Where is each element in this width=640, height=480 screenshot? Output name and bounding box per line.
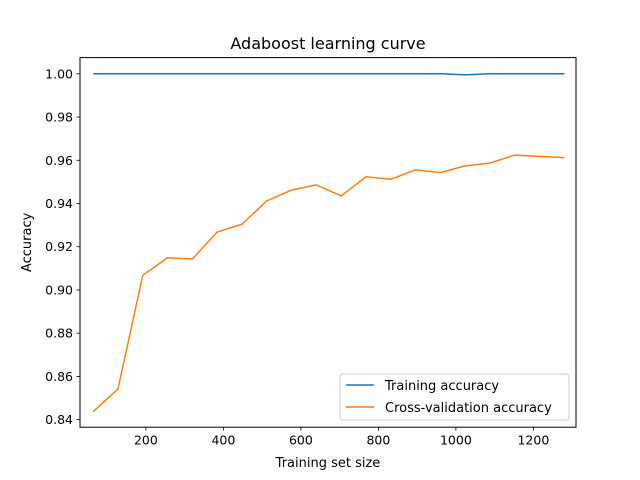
y-tick-label: 0.88 bbox=[45, 326, 73, 341]
x-tick-label: 1000 bbox=[440, 433, 472, 448]
y-tick-label: 0.98 bbox=[45, 110, 73, 125]
legend: Training accuracy Cross-validation accur… bbox=[339, 373, 570, 421]
y-tick-label: 0.90 bbox=[45, 282, 73, 297]
x-tick-label: 400 bbox=[211, 433, 235, 448]
y-tick-label: 0.94 bbox=[45, 196, 73, 211]
y-axis-label: Accuracy bbox=[20, 212, 35, 272]
y-tick-label: 0.86 bbox=[45, 369, 73, 384]
plot-area: 200 400 600 800 1000 1200 0.84 0.86 0.88 0.90 0.92… bbox=[45, 66, 565, 448]
x-tick-label: 1200 bbox=[517, 433, 549, 448]
chart-title: Adaboost learning curve bbox=[230, 34, 425, 53]
y-tick-label: 0.96 bbox=[45, 153, 73, 168]
legend-box bbox=[339, 373, 570, 421]
x-axis-label: Training set size bbox=[275, 456, 381, 471]
x-tick-label: 200 bbox=[134, 433, 158, 448]
y-tick-label: 1.00 bbox=[45, 66, 73, 81]
legend-label-training: Training accuracy bbox=[384, 379, 499, 394]
y-tick-label: 0.92 bbox=[45, 239, 73, 254]
series-line-cross-validation-accuracy bbox=[92, 154, 565, 413]
x-tick-label: 600 bbox=[289, 433, 313, 448]
plot-frame bbox=[79, 57, 577, 428]
series-line-training-accuracy bbox=[93, 73, 565, 76]
y-tick-label: 0.84 bbox=[45, 412, 73, 427]
legend-label-cross-validation: Cross-validation accuracy bbox=[385, 401, 552, 416]
x-tick-label: 800 bbox=[366, 433, 390, 448]
